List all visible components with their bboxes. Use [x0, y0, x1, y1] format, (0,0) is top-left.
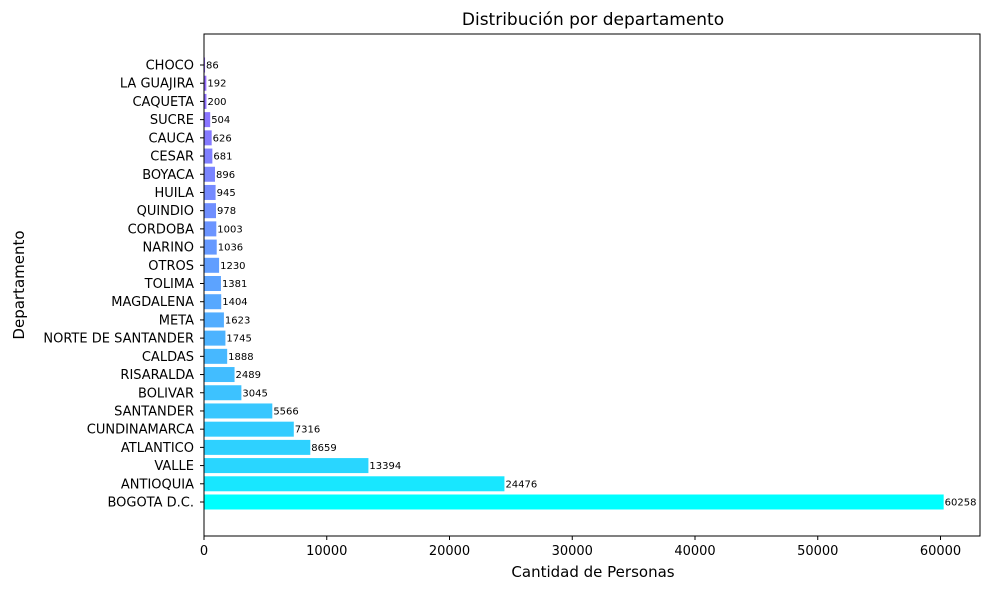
y-tick-label: META [159, 313, 194, 328]
data-label: 2489 [236, 370, 261, 381]
y-tick-label: VALLE [154, 459, 194, 474]
bar-huila [204, 184, 216, 200]
data-label: 896 [216, 170, 235, 181]
x-tick-label: 0 [200, 544, 208, 559]
bar-narino [204, 239, 217, 255]
bar-valle [204, 458, 369, 474]
data-label: 192 [207, 79, 226, 90]
data-label: 13394 [369, 461, 401, 472]
y-tick-label: NARINO [143, 241, 194, 256]
y-axis-label: Departamento [10, 230, 28, 339]
data-label: 24476 [505, 479, 537, 490]
data-label: 626 [213, 133, 232, 144]
bar-bogota-d-c- [204, 494, 944, 510]
data-label: 945 [217, 188, 236, 199]
x-tick-label: 40000 [674, 544, 715, 559]
x-tick-label: 50000 [797, 544, 838, 559]
y-tick-label: CESAR [150, 150, 194, 165]
data-label: 1381 [222, 279, 247, 290]
chart-title: Distribución por departamento [462, 10, 724, 30]
bar-caldas [204, 348, 228, 364]
data-label: 1404 [222, 297, 247, 308]
bar-la-guajira [204, 75, 207, 91]
data-label: 504 [211, 115, 230, 126]
data-label: 7316 [295, 425, 320, 436]
y-tick-label: CORDOBA [128, 222, 195, 237]
data-label: 60258 [945, 498, 977, 509]
x-tick-label: 10000 [306, 544, 347, 559]
y-tick-label: HUILA [154, 186, 194, 201]
bar-choco [204, 57, 206, 73]
data-label: 681 [213, 152, 232, 163]
y-tick-label: CHOCO [146, 59, 194, 74]
y-tick-label: SUCRE [150, 113, 194, 128]
bar-santander [204, 403, 273, 419]
bar-meta [204, 312, 224, 328]
y-tick-label: LA GUAJIRA [120, 77, 194, 92]
y-tick-label: CAQUETA [132, 95, 194, 110]
data-label: 5566 [273, 406, 298, 417]
y-tick-label: ATLANTICO [121, 441, 194, 456]
bar-sucre [204, 112, 211, 128]
bar-otros [204, 257, 220, 273]
bars-layer: 60258 24476 13394 8659 7316 5566 3045 2489 1888 1… [204, 57, 977, 510]
plot-frame [203, 33, 981, 537]
data-label: 1230 [220, 261, 245, 272]
data-label: 978 [217, 206, 236, 217]
bar-atlantico [204, 439, 311, 455]
y-tick-label: CUNDINAMARCA [87, 423, 194, 438]
y-tick-label: MAGDALENA [111, 295, 194, 310]
bar-risaralda [204, 367, 235, 383]
data-label: 3045 [242, 388, 267, 399]
y-tick-label: BOGOTA D.C. [107, 496, 194, 511]
data-label: 1623 [225, 315, 250, 326]
data-label: 86 [206, 61, 219, 72]
bar-cauca [204, 130, 212, 146]
data-label: 1888 [228, 352, 253, 363]
y-ticks: BOGOTA D.C. ANTIOQUIA VALLE ATLANTICO CUNDIN… [43, 59, 204, 511]
x-tick-label: 60000 [920, 544, 961, 559]
y-tick-label: BOYACA [142, 168, 194, 183]
data-label: 200 [207, 97, 226, 108]
y-tick-label: RISARALDA [120, 368, 194, 383]
bar-cesar [204, 148, 213, 164]
y-tick-label: TOLIMA [144, 277, 194, 292]
x-tick-label: 30000 [552, 544, 593, 559]
data-label: 8659 [311, 443, 336, 454]
bar-bolivar [204, 385, 242, 401]
bar-cordoba [204, 221, 217, 237]
bar-quindio [204, 203, 216, 219]
y-tick-label: ANTIOQUIA [121, 477, 194, 492]
y-tick-label: QUINDIO [137, 204, 194, 219]
bar-magdalena [204, 294, 222, 310]
y-tick-label: NORTE DE SANTANDER [43, 332, 194, 347]
x-ticks: 0 10000 20000 30000 40000 50000 60000 [200, 536, 961, 559]
y-tick-label: CAUCA [149, 131, 195, 146]
bar-tolima [204, 276, 221, 291]
y-tick-label: BOLIVAR [138, 386, 194, 401]
data-label: 1745 [226, 334, 251, 345]
bar-cundinamarca [204, 421, 294, 437]
y-tick-label: SANTANDER [114, 404, 194, 419]
bar-caqueta [204, 93, 207, 109]
data-label: 1003 [217, 224, 242, 235]
x-tick-label: 20000 [429, 544, 470, 559]
bar-boyaca [204, 166, 215, 182]
x-axis-label: Cantidad de Personas [511, 563, 674, 581]
bar-antioquia [204, 476, 505, 492]
y-tick-label: OTROS [148, 259, 194, 274]
bar-norte-de-santander [204, 330, 226, 346]
data-label: 1036 [218, 243, 243, 254]
y-tick-label: CALDAS [142, 350, 194, 365]
